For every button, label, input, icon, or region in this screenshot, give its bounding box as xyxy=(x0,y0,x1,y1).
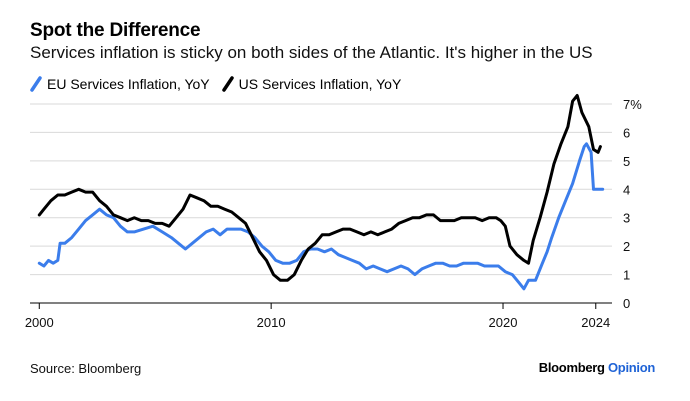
y-tick-label-1: 1 xyxy=(623,268,630,283)
source-note: Source: Bloomberg xyxy=(30,361,142,376)
brand-opinion: Opinion xyxy=(608,360,655,375)
legend-swatch-us xyxy=(221,76,234,92)
series-lines xyxy=(37,94,605,291)
x-tick-label-2000: 2000 xyxy=(25,315,54,330)
legend-swatch-eu xyxy=(30,76,42,92)
y-tick-label-4: 4 xyxy=(623,182,630,197)
grid-lines xyxy=(30,103,612,276)
legend-item-eu: EU Services Inflation, YoY xyxy=(30,76,210,92)
y-tick-label-5: 5 xyxy=(623,154,630,169)
legend-label-eu: EU Services Inflation, YoY xyxy=(47,76,210,92)
y-tick-label-2: 2 xyxy=(623,239,630,254)
chart-subtitle: Services inflation is sticky on both sid… xyxy=(30,43,593,62)
y-tick-label-3: 3 xyxy=(623,211,630,226)
x-tick-label-2010: 2010 xyxy=(257,315,286,330)
chart-legend: EU Services Inflation, YoY US Services I… xyxy=(30,76,413,92)
y-tick-label-0: 0 xyxy=(623,296,630,311)
x-tick-label-2020: 2020 xyxy=(489,315,518,330)
chart-title: Spot the Difference xyxy=(30,20,201,41)
x-axis xyxy=(30,302,612,309)
brand-name: Bloomberg xyxy=(538,360,605,375)
legend-item-us: US Services Inflation, YoY xyxy=(221,76,402,92)
y-tick-label-6: 6 xyxy=(623,125,630,140)
series-line-eu xyxy=(37,142,605,291)
series-line-us xyxy=(37,94,602,282)
legend-label-us: US Services Inflation, YoY xyxy=(238,76,402,92)
y-tick-label-7: 7% xyxy=(623,97,642,112)
x-tick-label-2024: 2024 xyxy=(581,315,610,330)
brand-logo: Bloomberg Opinion xyxy=(538,360,656,375)
tick-labels: 0 1 2 3 4 5 6 7% 2000 2010 2020 2024 xyxy=(25,97,642,330)
